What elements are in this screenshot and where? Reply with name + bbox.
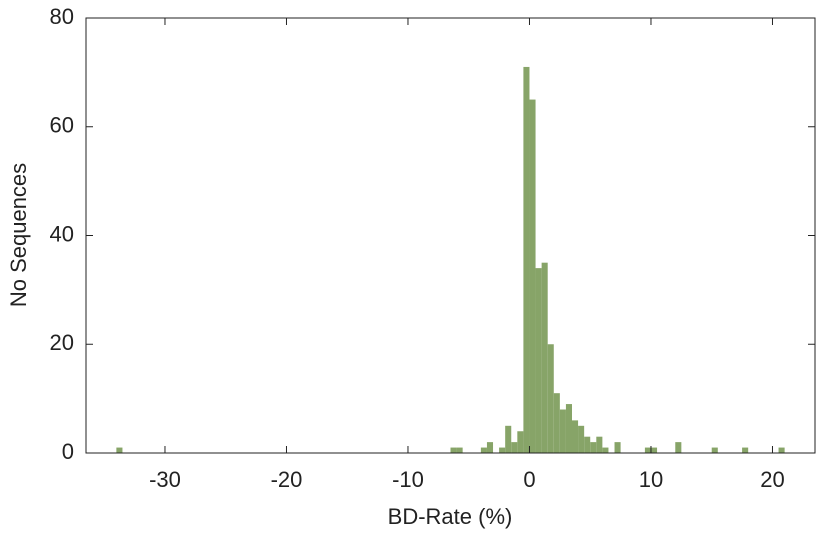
bar [456, 447, 463, 453]
x-tick-label: -10 [392, 467, 424, 492]
x-axis-label: BD-Rate (%) [388, 504, 513, 529]
bar [486, 442, 494, 453]
bar [523, 66, 530, 453]
bar [565, 404, 572, 453]
bar [650, 447, 658, 453]
bar [116, 447, 123, 453]
y-tick-label: 80 [50, 4, 74, 29]
bar [480, 447, 487, 453]
bar [535, 268, 542, 453]
bar [590, 442, 597, 453]
bar [584, 436, 591, 453]
bar [517, 431, 524, 453]
bar [742, 447, 749, 453]
bar [572, 420, 579, 453]
bar [553, 393, 560, 453]
bar [559, 409, 566, 453]
bar [547, 344, 554, 453]
x-tick-label: 0 [523, 467, 535, 492]
bar [499, 447, 506, 453]
bar [541, 262, 548, 453]
y-tick-label: 20 [50, 330, 74, 355]
bar [529, 99, 536, 453]
bar [596, 436, 603, 453]
x-tick-label: -30 [149, 467, 181, 492]
bar [614, 442, 621, 453]
bar [602, 447, 609, 453]
y-axis-label: No Sequences [6, 163, 31, 307]
bar [778, 447, 785, 453]
y-tick-label: 40 [50, 221, 74, 246]
x-tick-label: 10 [639, 467, 663, 492]
plot-frame [85, 17, 816, 454]
bar [511, 442, 518, 453]
bar [505, 425, 512, 453]
bar [675, 442, 682, 453]
x-tick-label: -20 [271, 467, 303, 492]
y-tick-label: 0 [62, 439, 74, 464]
bar [578, 425, 585, 453]
x-tick-label: 20 [760, 467, 784, 492]
y-tick-label: 60 [50, 113, 74, 138]
bar [644, 447, 651, 453]
bar [450, 447, 457, 453]
bar [711, 447, 718, 453]
